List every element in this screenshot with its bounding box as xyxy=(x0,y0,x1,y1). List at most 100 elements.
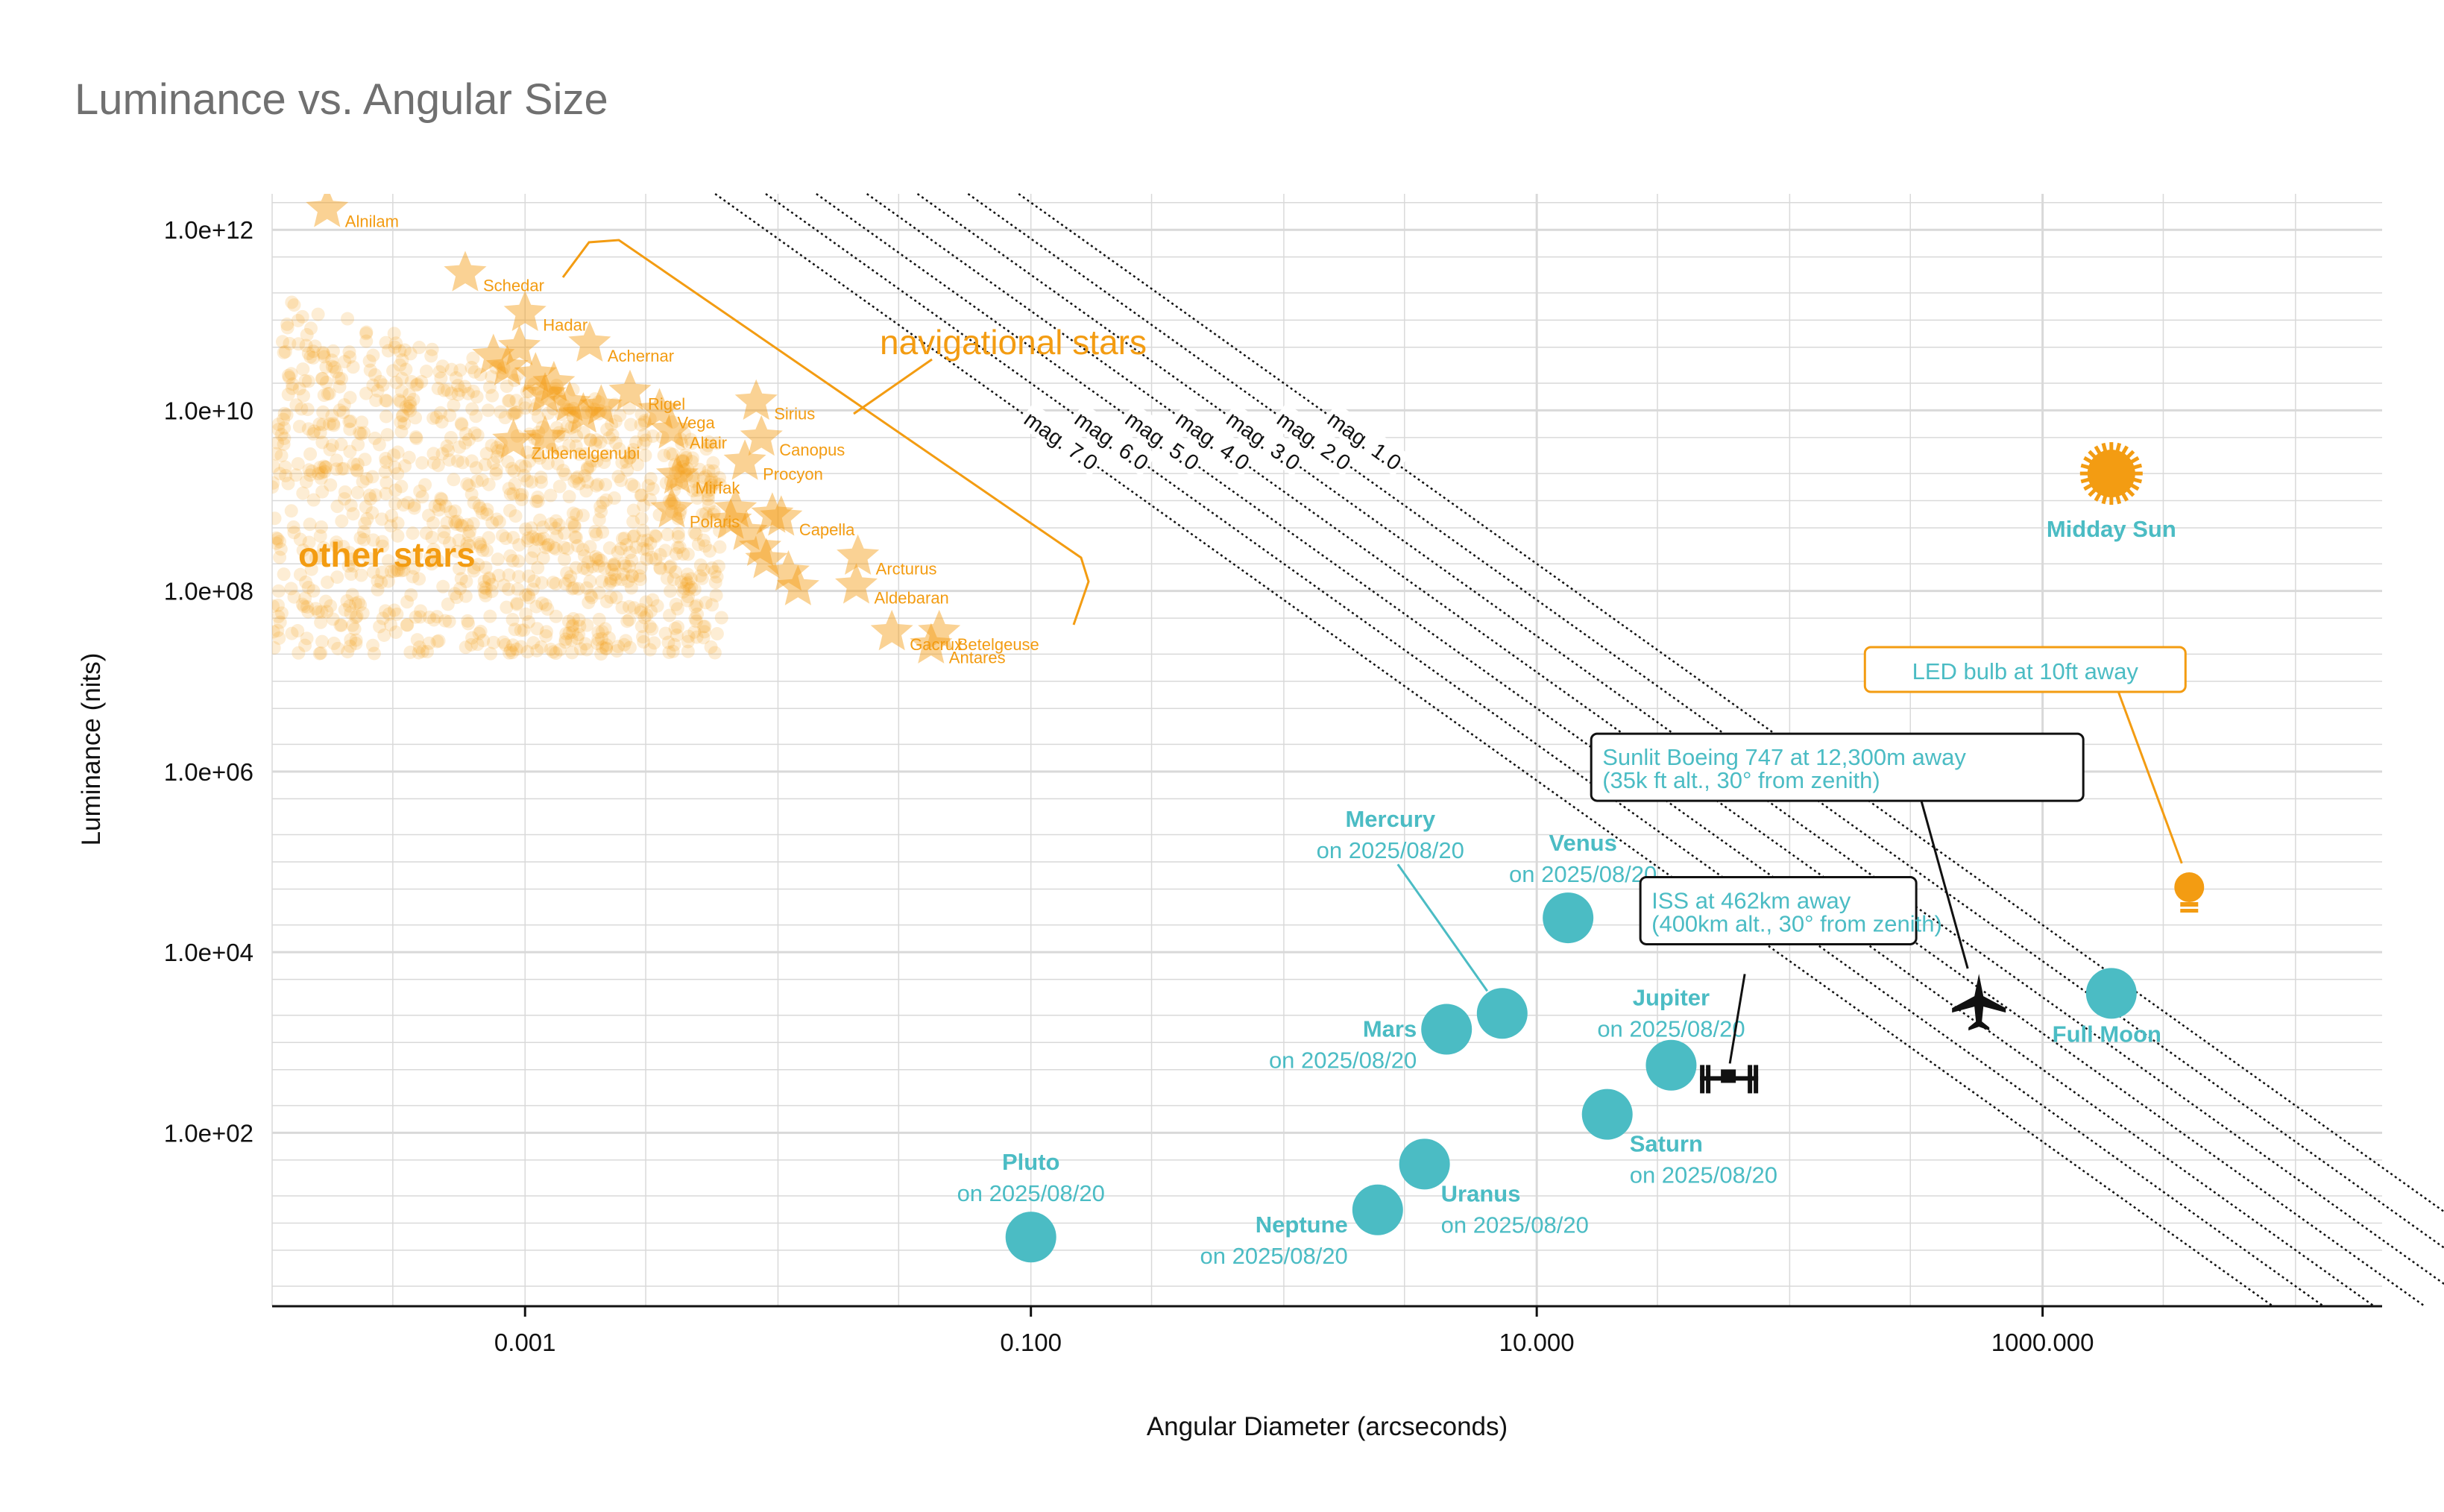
y-tick-label: 1.0e+06 xyxy=(164,758,253,786)
background-star-dot xyxy=(379,476,394,490)
background-star-dot xyxy=(371,384,385,398)
background-star-dot xyxy=(620,455,634,469)
background-star-dot xyxy=(499,532,513,546)
background-star-dot xyxy=(423,550,438,564)
background-star-dot xyxy=(519,522,533,536)
background-star-dot xyxy=(632,569,646,583)
background-star-dot xyxy=(513,488,527,502)
background-star-dot xyxy=(531,410,545,424)
background-star-dot xyxy=(649,529,663,544)
background-star-dot xyxy=(681,576,695,590)
background-star-dot xyxy=(287,298,301,312)
planet-name: Neptune xyxy=(1256,1212,1348,1238)
background-star-dot xyxy=(520,534,535,548)
background-star-dot xyxy=(535,420,549,434)
background-star-dot xyxy=(537,532,551,546)
background-star-dot xyxy=(306,584,321,598)
background-star-dot xyxy=(337,462,351,476)
background-star-dot xyxy=(511,554,526,568)
background-star-dot xyxy=(385,508,399,523)
background-star-dot xyxy=(704,475,718,489)
background-star-dot xyxy=(430,634,444,649)
background-star-dot xyxy=(475,473,489,488)
background-star-dot xyxy=(617,556,631,570)
background-star-dot xyxy=(295,309,309,324)
background-star-dot xyxy=(379,452,393,466)
background-star-dot xyxy=(313,529,327,543)
background-star-dot xyxy=(533,513,547,527)
background-star-dot xyxy=(341,312,355,326)
background-star-dot xyxy=(669,546,683,561)
background-star-dot xyxy=(314,646,328,660)
background-star-dot xyxy=(675,454,690,468)
background-star-dot xyxy=(658,626,673,640)
sun-ray xyxy=(2083,456,2094,464)
background-star-dot xyxy=(333,403,347,418)
background-star-dot xyxy=(580,618,594,632)
background-star-dot xyxy=(659,476,673,490)
background-star-dot xyxy=(591,626,605,640)
background-star-dot xyxy=(358,517,372,531)
background-star-dot xyxy=(447,398,461,412)
background-star-dot xyxy=(366,565,380,579)
background-star-dot xyxy=(371,574,385,588)
background-star-dot xyxy=(663,560,677,574)
background-star-dot xyxy=(643,536,658,550)
nav-star-marker xyxy=(608,369,652,410)
background-star-dot xyxy=(281,388,295,402)
background-star-dot xyxy=(547,387,561,401)
background-star-dot xyxy=(583,540,597,554)
background-star-dot xyxy=(591,632,605,646)
background-star-dot xyxy=(565,516,579,530)
background-star-dot xyxy=(435,492,449,506)
background-star-dot xyxy=(684,572,698,586)
background-star-dot xyxy=(561,614,576,629)
background-star-dot xyxy=(394,564,409,578)
background-star-dot xyxy=(548,382,562,396)
background-star-dot xyxy=(300,549,314,564)
background-star-dot xyxy=(391,529,405,543)
background-star-dot xyxy=(308,339,322,353)
background-star-dot xyxy=(658,544,673,558)
background-star-dot xyxy=(541,456,555,470)
background-star-dot xyxy=(626,503,640,517)
background-star-dot xyxy=(527,544,541,558)
background-star-dot xyxy=(373,620,387,634)
background-star-dot xyxy=(610,644,624,658)
background-star-dot xyxy=(459,640,473,655)
background-star-dot xyxy=(479,582,493,596)
background-star-dot xyxy=(661,528,675,542)
background-star-dot xyxy=(477,580,491,594)
background-star-dot xyxy=(544,488,558,503)
background-star-dot xyxy=(272,423,286,437)
background-star-dot xyxy=(637,498,651,512)
background-star-dot xyxy=(360,511,374,526)
background-star-dot xyxy=(379,394,393,408)
background-star-dot xyxy=(549,514,563,528)
background-star-dot xyxy=(705,561,719,575)
background-star-dot xyxy=(298,638,312,652)
magnitude-label-bg xyxy=(1068,403,1157,477)
background-star-dot xyxy=(541,602,555,616)
nav-star-label: Rigel xyxy=(648,395,685,414)
background-star-dot xyxy=(681,629,696,643)
background-star-dot xyxy=(330,570,344,585)
background-star-dot xyxy=(544,517,558,531)
background-star-dot xyxy=(611,470,626,484)
background-star-dot xyxy=(711,559,725,573)
background-star-dot xyxy=(315,371,330,385)
background-star-dot xyxy=(511,367,525,381)
background-star-dot xyxy=(695,571,709,585)
background-star-dot xyxy=(272,599,280,614)
background-star-dot xyxy=(550,456,564,470)
background-star-dot xyxy=(568,530,582,544)
background-star-dot xyxy=(462,529,476,543)
iss-icon xyxy=(1721,1069,1736,1083)
background-star-dot xyxy=(344,606,358,620)
background-star-dot xyxy=(506,646,520,660)
background-star-dot xyxy=(527,377,541,391)
nav-star-marker xyxy=(650,408,693,449)
background-star-dot xyxy=(363,363,377,377)
background-star-dot xyxy=(506,613,520,627)
background-star-dot xyxy=(567,419,582,433)
